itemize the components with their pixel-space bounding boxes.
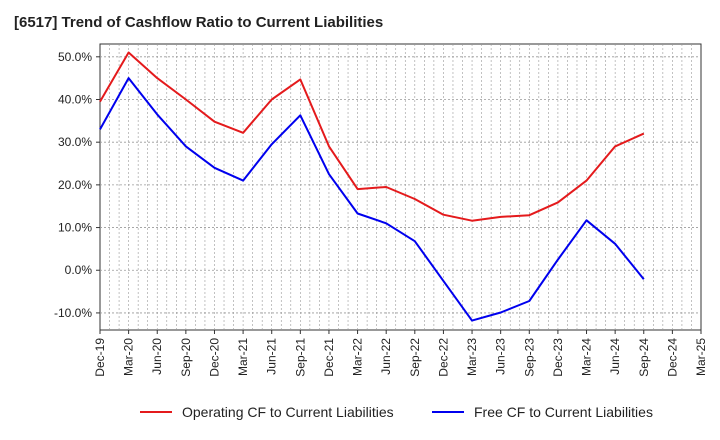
x-tick-label: Sep-24 (637, 338, 651, 377)
x-tick-label: Mar-22 (351, 338, 365, 376)
x-tick-label: Dec-19 (93, 338, 107, 377)
legend: Operating CF to Current Liabilities Free… (0, 404, 720, 426)
x-tick-label: Sep-21 (293, 338, 307, 377)
x-tick-label: Jun-22 (379, 338, 393, 375)
legend-label-operating: Operating CF to Current Liabilities (182, 404, 394, 420)
x-tick-label: Dec-22 (436, 338, 450, 377)
legend-swatch-free (432, 411, 464, 413)
y-tick-label: -10.0% (54, 306, 92, 320)
x-tick-label: Jun-23 (494, 338, 508, 375)
y-tick-label: 10.0% (58, 221, 92, 235)
x-tick-label: Dec-24 (665, 338, 679, 377)
y-tick-label: 0.0% (65, 263, 93, 277)
y-tick-label: 50.0% (58, 50, 92, 64)
chart-title: [6517] Trend of Cashflow Ratio to Curren… (14, 14, 384, 31)
series-line-operating (99, 51, 645, 222)
x-tick-label: Dec-21 (322, 338, 336, 377)
x-tick-label: Mar-21 (236, 338, 250, 376)
legend-label-free: Free CF to Current Liabilities (474, 404, 653, 420)
series-line-free (99, 77, 645, 322)
y-tick-label: 20.0% (58, 178, 92, 192)
x-tick-label: Jun-24 (608, 338, 622, 375)
x-tick-label: Mar-24 (580, 338, 594, 376)
x-tick-label: Sep-22 (408, 338, 422, 377)
x-tick-label: Sep-23 (522, 338, 536, 377)
y-tick-label: 40.0% (58, 92, 92, 106)
y-tick-label: 30.0% (58, 135, 92, 149)
x-tick-label: Sep-20 (179, 338, 193, 377)
x-tick-label: Dec-20 (207, 338, 221, 377)
legend-item-free: Free CF to Current Liabilities (432, 404, 653, 420)
legend-swatch-operating (140, 411, 172, 413)
x-tick-label: Mar-23 (465, 338, 479, 376)
legend-item-operating: Operating CF to Current Liabilities (140, 404, 394, 420)
x-tick-label: Jun-21 (265, 338, 279, 375)
x-tick-label: Jun-20 (150, 338, 164, 375)
x-tick-label: Mar-25 (694, 338, 708, 376)
x-tick-label: Dec-23 (551, 338, 565, 377)
line-chart: -10.0% 0.0% 10.0% 20.0% 30.0% 40.0% 50.0% Dec-1… (54, 43, 708, 377)
x-tick-label: Mar-20 (122, 338, 136, 376)
plot-frame (99, 43, 702, 331)
